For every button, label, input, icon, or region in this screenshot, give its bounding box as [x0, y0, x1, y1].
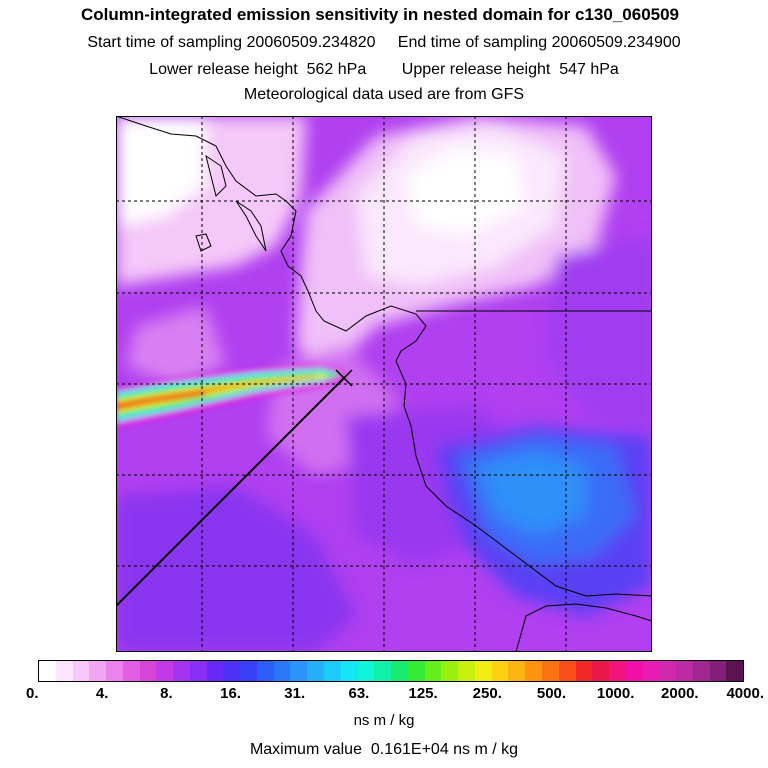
- colorbar-swatch: [273, 661, 291, 681]
- colorbar-swatch: [240, 661, 257, 681]
- map-frame: [116, 116, 652, 652]
- colorbar-swatch: [156, 661, 174, 681]
- colorbar-swatch: [441, 661, 459, 681]
- flight-track-line: [116, 377, 345, 607]
- colorbar-swatch: [357, 661, 375, 681]
- colorbar-swatch: [139, 661, 157, 681]
- colorbar-swatch: [189, 661, 207, 681]
- colorbar-swatch: [89, 661, 107, 681]
- map-title: Column-integrated emission sensitivity i…: [80, 5, 680, 24]
- colorbar-swatch: [55, 661, 73, 681]
- colorbar-swatch: [726, 661, 744, 681]
- colorbar-swatch: [290, 661, 308, 681]
- colorbar-tick-label: 31.: [284, 685, 306, 702]
- lat-lon-grid: [116, 116, 652, 652]
- maximum-value-label: Maximum value 0.161E+04 ns m / kg: [249, 741, 519, 758]
- colorbar-tick-label: 4000.: [726, 685, 764, 702]
- coastline: [116, 116, 652, 652]
- colorbar-swatch: [692, 661, 710, 681]
- colorbar-swatch: [508, 661, 526, 681]
- colorbar-swatch: [340, 661, 358, 681]
- colorbar-swatch: [39, 661, 56, 681]
- colorbar-units: ns m / kg: [353, 712, 415, 729]
- colorbar-swatch: [558, 661, 576, 681]
- colorbar-swatch: [575, 661, 593, 681]
- colorbar-tick-label: 1000.: [596, 685, 635, 702]
- sensitivity-field: [116, 116, 652, 652]
- colorbar-swatch: [324, 661, 341, 681]
- colorbar-swatch: [424, 661, 442, 681]
- colorbar-swatch: [709, 661, 727, 681]
- met-data-line: Meteorological data used are from GFS: [243, 86, 525, 103]
- colorbar-tick-label: 8.: [160, 685, 173, 702]
- colorbar-swatch: [659, 661, 677, 681]
- colorbar-tick-label: 16.: [220, 685, 241, 702]
- colorbar-swatch: [391, 661, 408, 681]
- colorbar-swatch: [676, 661, 693, 681]
- colorbar-swatch: [206, 661, 224, 681]
- colorbar-swatch: [525, 661, 542, 681]
- colorbar: [38, 660, 744, 682]
- colorbar-swatch: [122, 661, 140, 681]
- colorbar-swatch: [609, 661, 626, 681]
- release-height-line: Lower release height 562 hPa Upper relea…: [149, 61, 619, 78]
- colorbar-swatch: [256, 661, 274, 681]
- colorbar-swatch: [491, 661, 509, 681]
- colorbar-swatch: [307, 661, 325, 681]
- colorbar-swatch: [642, 661, 660, 681]
- colorbar-tick-label: 2000.: [661, 685, 699, 702]
- colorbar-swatch: [625, 661, 643, 681]
- colorbar-swatch: [223, 661, 241, 681]
- map-canvas: [116, 116, 652, 652]
- sampling-time-line: Start time of sampling 20060509.234820 E…: [87, 34, 681, 51]
- sensitivity-map: [116, 116, 652, 652]
- colorbar-swatch: [474, 661, 492, 681]
- colorbar-tick-label: 63.: [348, 685, 370, 702]
- colorbar-swatch: [407, 661, 425, 681]
- colorbar-swatch: [106, 661, 123, 681]
- colorbar-tick-label: 500.: [536, 685, 567, 702]
- colorbar-swatch: [592, 661, 610, 681]
- emission-plume: [116, 364, 344, 428]
- colorbar-swatch: [374, 661, 392, 681]
- colorbar-swatch: [458, 661, 475, 681]
- colorbar-swatch: [173, 661, 190, 681]
- colorbar-swatch: [541, 661, 559, 681]
- colorbar-tick-label: 250.: [472, 685, 502, 702]
- colorbar-tick-label: 4.: [95, 685, 109, 702]
- colorbar-swatch: [72, 661, 90, 681]
- colorbar-tick-label: 0.: [26, 685, 39, 702]
- colorbar-tick-label: 125.: [408, 685, 438, 702]
- x-mark-icon: [335, 369, 353, 387]
